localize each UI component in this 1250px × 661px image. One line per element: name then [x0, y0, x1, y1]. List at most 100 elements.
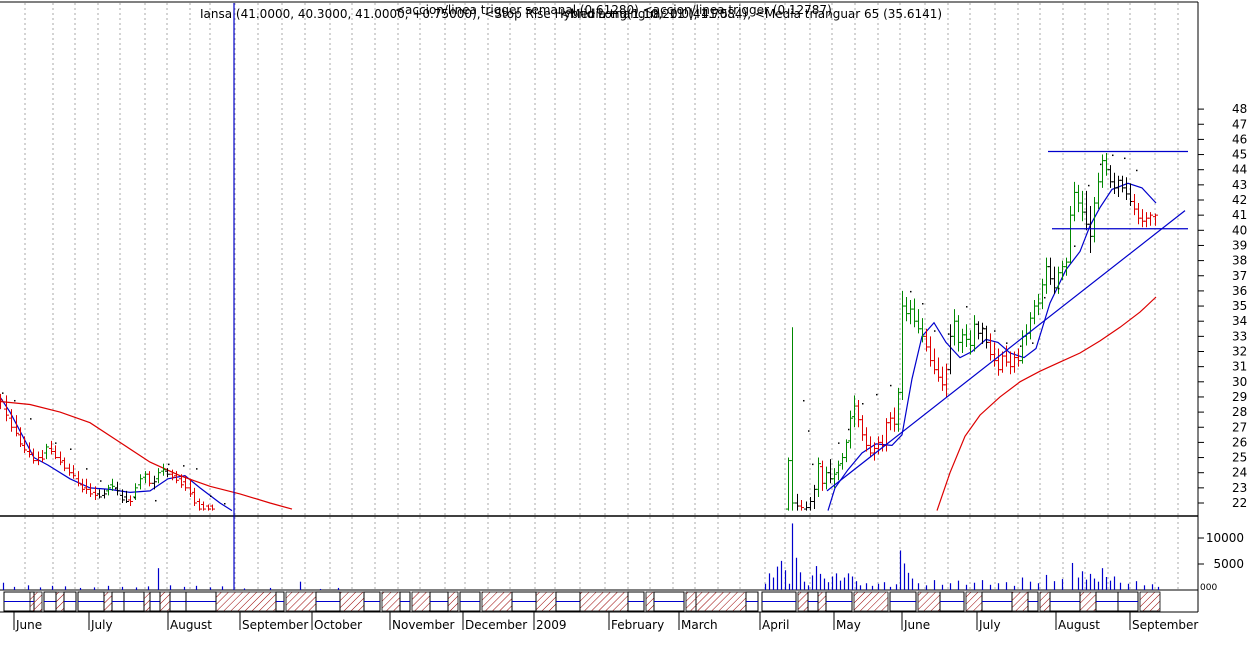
- ohlc-bar: [93, 486, 98, 500]
- stop-dot: [966, 306, 968, 308]
- strip-hatched-cell: [55, 591, 65, 612]
- stop-dot: [86, 468, 88, 470]
- strip-hatched-cell: [411, 591, 431, 612]
- media-trianguar-11-line: [0, 396, 233, 512]
- stop-dot: [134, 496, 136, 499]
- media-trianguar-65-line: [936, 296, 1157, 511]
- stop-dot: [890, 384, 892, 387]
- ohlc-bar: [197, 498, 202, 511]
- y-tick-label: 32: [1232, 345, 1247, 359]
- stop-dot: [30, 418, 32, 420]
- strip-hatched-cell: [685, 591, 697, 612]
- stop-dot: [115, 487, 117, 490]
- ohlc-bar: [816, 457, 821, 497]
- ohlc-bar: [88, 483, 93, 497]
- vertical-gridlines: [24, 3, 1179, 590]
- ohlc-bar: [14, 415, 19, 437]
- ohlc-bar: [179, 474, 184, 488]
- stop-dot: [1112, 154, 1114, 157]
- ohlc-bar: [22, 436, 27, 454]
- month-label: July: [90, 618, 113, 632]
- ohlc-bar: [138, 474, 143, 490]
- ohlc-bar: [0, 393, 3, 410]
- ohlc-bar: [844, 439, 849, 463]
- ohlc-bar: [53, 445, 58, 460]
- stop-dot: [1124, 157, 1126, 160]
- ohlc-bar: [170, 469, 175, 481]
- ohlc-bar: [80, 478, 85, 493]
- strip-hatched-cell: [103, 591, 113, 612]
- strip-hatched-cell: [481, 591, 513, 612]
- stop-dot: [1006, 342, 1008, 344]
- y-tick-label: 34: [1232, 314, 1247, 328]
- ohlc-bar: [4, 395, 9, 422]
- y-tick-label: 39: [1232, 238, 1247, 252]
- ohlc-bar: [183, 475, 188, 491]
- ohlc-bar: [836, 460, 841, 481]
- month-label: 2009: [536, 618, 567, 632]
- strip-hatched-cell: [917, 591, 941, 612]
- month-label: June: [15, 618, 42, 632]
- volume-tick-label: 5000: [1213, 557, 1244, 571]
- ohlc-bar: [18, 427, 23, 447]
- month-label: December: [465, 618, 527, 632]
- signal-strip: [3, 591, 1161, 612]
- strip-hatched-cell: [579, 591, 629, 612]
- month-label: September: [1132, 618, 1198, 632]
- y-tick-label: 33: [1232, 329, 1247, 343]
- stop-dot: [70, 448, 72, 450]
- month-label: October: [314, 618, 362, 632]
- strip-hatched-cell: [285, 591, 317, 612]
- y-tick-label: 38: [1232, 254, 1247, 268]
- y-tick-label: 23: [1232, 481, 1247, 495]
- ohlc-bar: [31, 448, 36, 464]
- ohlc-bar: [9, 409, 14, 432]
- strip-hatched-cell: [645, 591, 655, 612]
- y-tick-label: 37: [1232, 269, 1247, 283]
- strip-hatched-cell: [1139, 591, 1161, 612]
- stop-dot: [812, 463, 814, 466]
- ohlc-bar: [206, 504, 211, 511]
- legend-line-1: Iansa (41.0000, 40.3000, 41.0000, +0.750…: [200, 7, 740, 21]
- ohlc-bar: [156, 468, 161, 484]
- stop-dot: [55, 442, 57, 444]
- stop-dot: [100, 480, 102, 482]
- ohlc-bar: [201, 501, 206, 511]
- month-label: June: [903, 618, 930, 632]
- month-label: July: [978, 618, 1001, 632]
- stop-dot: [922, 303, 924, 305]
- stop-dot: [224, 503, 226, 505]
- ohlc-bar: [848, 410, 853, 449]
- y-tick-label: 47: [1232, 117, 1247, 131]
- moving-average-lines: [0, 182, 1157, 512]
- ohlc-bar: [120, 489, 125, 503]
- strip-hatched-cell: [797, 591, 809, 612]
- month-label: February: [611, 618, 664, 632]
- stop-dot: [876, 393, 878, 396]
- y-tick-label: 28: [1232, 405, 1247, 419]
- volume-tick-label: 10000: [1206, 531, 1244, 545]
- stop-dot: [1100, 163, 1102, 166]
- y-tick-label: 29: [1232, 390, 1247, 404]
- strip-hatched-cell: [447, 591, 459, 612]
- y-tick-label: 40: [1232, 223, 1247, 237]
- month-label: November: [392, 618, 454, 632]
- ohlc-bar: [58, 451, 63, 466]
- ohlc-bar: [124, 490, 129, 503]
- strip-hatched-cell: [143, 591, 151, 612]
- month-label: August: [170, 618, 212, 632]
- stop-dot: [808, 430, 810, 432]
- strip-hatched-cell: [1079, 591, 1097, 612]
- stop-dot: [183, 465, 185, 467]
- y-tick-label: 24: [1232, 466, 1247, 480]
- stop-dot: [848, 428, 850, 431]
- ohlc-bar: [174, 471, 179, 484]
- y-tick-label: 43: [1232, 178, 1247, 192]
- stop-dot: [168, 463, 170, 466]
- strip-hatched-cell: [1039, 591, 1051, 612]
- ohlc-bar: [188, 478, 193, 497]
- y-tick-label: 27: [1232, 420, 1247, 434]
- y-tick-label: 22: [1232, 496, 1247, 510]
